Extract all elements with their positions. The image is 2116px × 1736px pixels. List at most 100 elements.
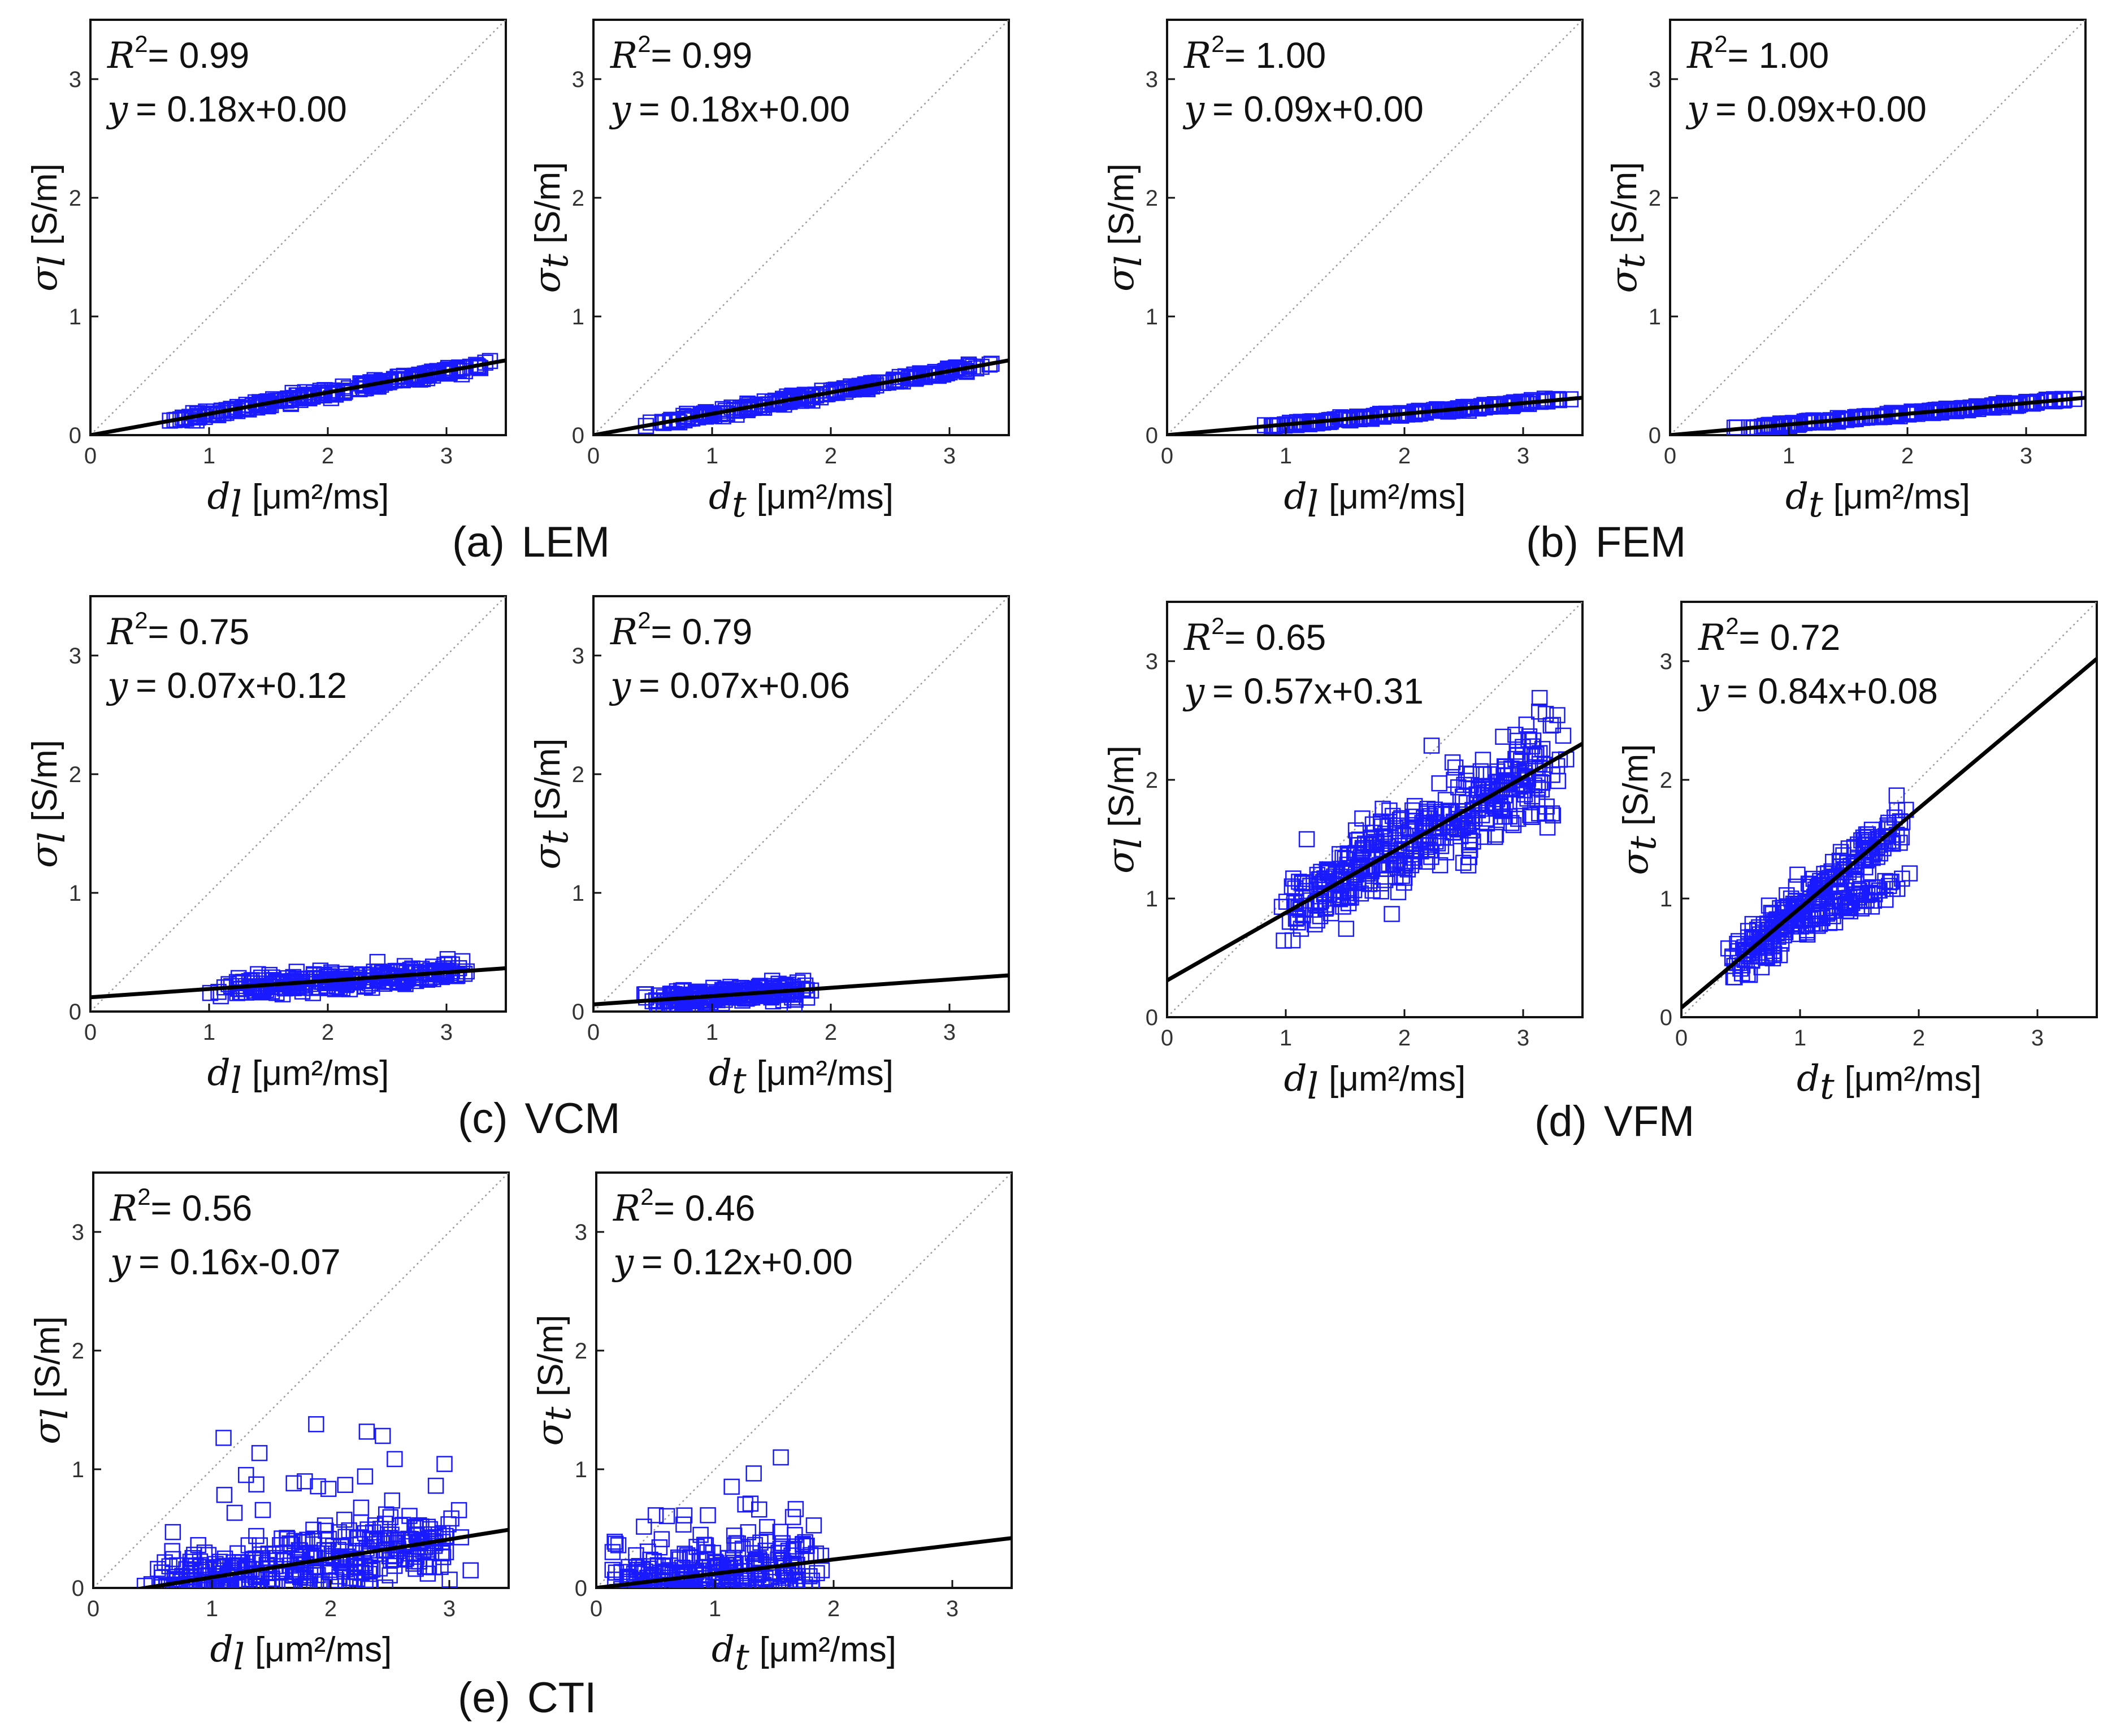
x-tick-label: 3	[1517, 1026, 1529, 1051]
y-axis-label: σt[S/m]	[527, 738, 576, 869]
data-point	[677, 1565, 693, 1582]
data-point	[1744, 952, 1761, 969]
r2-annotation: R2= 0.99	[107, 31, 249, 77]
data-point	[1359, 858, 1376, 874]
data-point	[1348, 832, 1365, 849]
equation-annotation: y = 0.07x+0.06	[609, 665, 850, 707]
x-tick-label: 2	[1398, 1026, 1411, 1051]
x-axis-label: dl [μm²/ms]	[210, 1629, 392, 1678]
data-point	[1465, 833, 1481, 850]
data-point	[369, 954, 386, 970]
data-point	[1505, 817, 1522, 834]
data-point	[186, 1547, 202, 1563]
data-point	[1284, 932, 1301, 949]
fit-line	[132, 1527, 509, 1588]
data-point	[255, 980, 272, 996]
y-axis-label: σl[S/m]	[27, 1316, 76, 1444]
x-axis-label: dl [μm²/ms]	[1284, 1058, 1466, 1108]
x-tick-label: 1	[706, 444, 718, 468]
data-point	[411, 1517, 427, 1534]
data-point	[1447, 759, 1464, 776]
data-point	[1338, 921, 1355, 937]
plots-layer: 0 1 2 3 0 1 2 3 R2= 0.99 y = 0.18x+0.00 dl [μm²/ms] σ…	[24, 19, 2098, 1678]
fit-line	[596, 1536, 1012, 1588]
data-point	[1537, 706, 1554, 722]
chart-a-long: 0 1 2 3 0 1 2 3 R2= 0.99 y = 0.18x+0.00 dl [μm²/ms] σ…	[24, 19, 507, 526]
identity-line	[596, 1173, 1012, 1588]
x-axis-label: dl [μm²/ms]	[207, 1052, 389, 1102]
data-point	[378, 1506, 394, 1523]
data-point	[1521, 728, 1538, 745]
plot-area	[1681, 602, 2097, 1017]
data-point	[1407, 819, 1424, 836]
data-point	[195, 1575, 211, 1588]
data-point	[1437, 792, 1454, 808]
data-point	[299, 1531, 315, 1548]
data-point	[1877, 892, 1894, 908]
identity-line	[593, 20, 1009, 435]
data-point	[1508, 744, 1525, 760]
y-tick-label: 2	[572, 762, 584, 787]
x-tick-label: 3	[946, 1596, 959, 1621]
data-point	[1331, 846, 1348, 862]
data-point	[785, 1540, 802, 1557]
y-tick-label: 2	[575, 1339, 587, 1364]
data-point	[449, 967, 466, 984]
data-point	[345, 1578, 362, 1588]
data-point	[699, 1544, 716, 1561]
data-point	[251, 1445, 268, 1461]
data-point	[1529, 779, 1546, 796]
data-point	[376, 1530, 393, 1547]
data-point	[1797, 895, 1814, 911]
data-point	[700, 1507, 716, 1524]
x-tick-label: 0	[1161, 1026, 1173, 1051]
data-point	[805, 1517, 822, 1534]
data-point	[437, 1544, 454, 1560]
x-tick-label: 3	[943, 1020, 956, 1045]
data-point	[641, 1577, 658, 1588]
data-point	[1354, 810, 1371, 827]
data-point	[248, 1527, 264, 1544]
x-tick-label: 0	[1664, 444, 1676, 468]
data-point	[691, 1582, 708, 1588]
data-point	[1399, 861, 1416, 878]
data-point	[312, 962, 329, 979]
data-point	[248, 1566, 264, 1583]
x-tick-label: 0	[84, 1020, 97, 1045]
data-point	[313, 1576, 329, 1588]
data-point	[753, 1565, 770, 1582]
data-point	[1381, 814, 1398, 830]
data-point	[675, 1516, 692, 1533]
y-tick-label: 1	[572, 305, 584, 329]
data-point	[636, 1518, 652, 1535]
fit-line	[1670, 396, 2085, 435]
data-point	[1352, 885, 1369, 902]
y-tick-label: 0	[1146, 423, 1158, 448]
data-point	[1869, 849, 1885, 865]
identity-line	[1670, 20, 2085, 435]
data-point	[252, 1537, 268, 1553]
data-point	[1317, 896, 1333, 913]
data-point	[1831, 899, 1848, 915]
data-point	[781, 1577, 797, 1588]
data-point	[306, 1573, 322, 1588]
data-point	[1545, 807, 1562, 824]
data-point	[659, 1585, 675, 1588]
data-point	[1432, 857, 1449, 874]
data-point	[353, 1514, 369, 1531]
data-point	[1462, 841, 1478, 858]
data-point	[1892, 835, 1908, 851]
y-tick-label: 2	[1660, 768, 1672, 793]
data-point	[1306, 916, 1323, 932]
data-point	[283, 394, 299, 411]
y-tick-label: 3	[69, 644, 81, 669]
data-point	[676, 1507, 693, 1524]
y-tick-label: 1	[69, 305, 81, 329]
y-tick-label: 2	[1146, 186, 1158, 211]
fit-line	[1167, 396, 1582, 435]
x-tick-label: 1	[1794, 1026, 1806, 1051]
data-point	[739, 1579, 756, 1588]
data-point	[263, 1564, 280, 1581]
data-point	[1827, 914, 1844, 931]
data-point	[450, 1502, 467, 1518]
